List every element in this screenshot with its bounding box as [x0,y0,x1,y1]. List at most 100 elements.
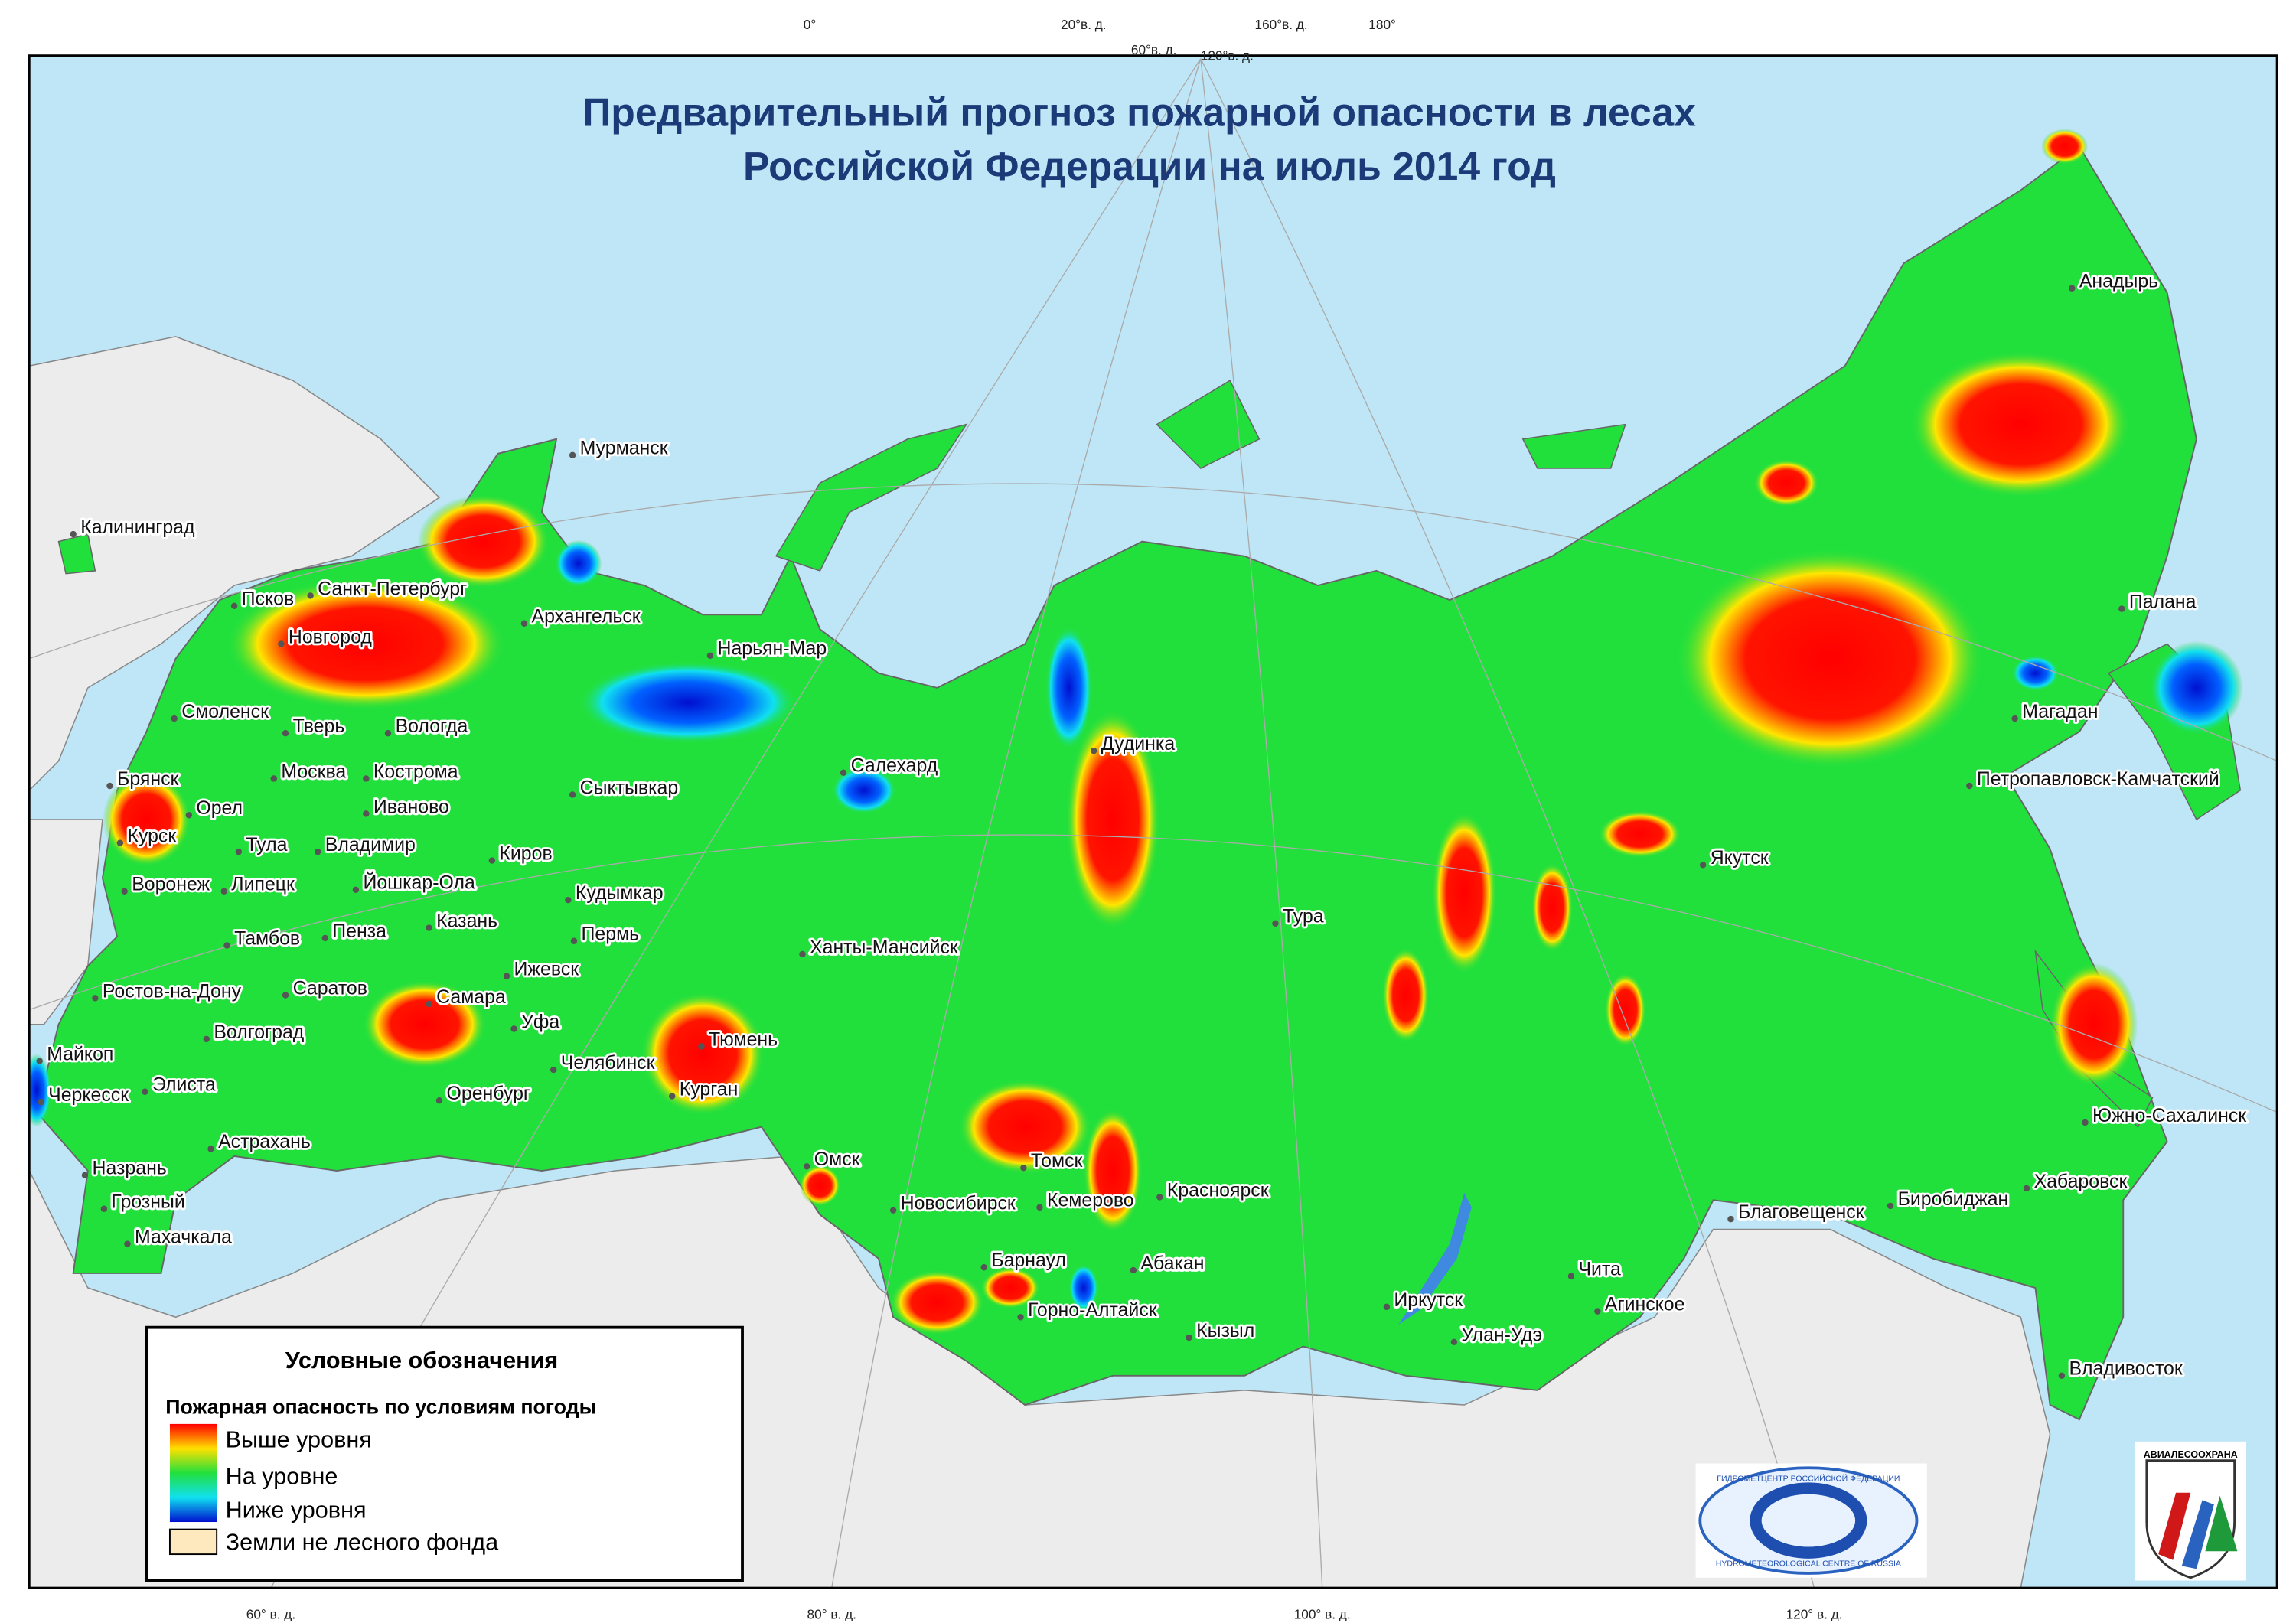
graticule [29,58,2278,1589]
city-label: Махачкала [135,1227,232,1248]
city-dot [363,775,370,782]
map-frame [28,54,2278,1589]
low-danger-area [2011,655,2060,691]
city-label: Ханты-Мансийск [810,937,958,958]
city-label: Черкесск [48,1084,129,1106]
title-line: Предварительный прогноз пожарной опаснос… [582,90,1696,134]
city-dot [92,995,99,1002]
city-dot [1130,1266,1137,1274]
city-dot [1450,1338,1458,1346]
city-dot [278,640,285,647]
city-label: Палана [2129,592,2197,613]
city-label: Оренбург [447,1083,530,1104]
city-label: Майкоп [47,1044,113,1065]
city-dot [570,937,578,944]
city-dot [668,1093,676,1100]
high-danger-area [1065,709,1160,930]
high-danger-area [417,494,550,588]
city-dot [124,1240,131,1247]
city-label: Псков [242,588,295,610]
high-danger-area [227,578,506,710]
city-dot [1966,782,1973,790]
city-dot [384,729,392,737]
city-label: Анадырь [2079,271,2158,292]
city-dot [81,1172,89,1178]
low-danger-area [1045,626,1093,750]
low-danger-area [29,1054,51,1127]
city-label: Смоленск [181,701,269,722]
city-dot [352,886,360,894]
city-dot [980,1264,987,1271]
legend-title: Условные обозначения [285,1348,559,1374]
city-dot [36,1058,43,1064]
city-dot [1887,1202,1894,1210]
city-dot [1383,1303,1391,1311]
city-label: Иваново [373,796,449,817]
high-danger-area [1382,948,1430,1042]
city-dot [550,1066,557,1074]
city-label: Иркутск [1394,1289,1463,1311]
city-label: Воронеж [132,874,210,895]
city-dot [1567,1273,1575,1279]
logo-text: ГИДРОМЕТЦЕНТР РОССИЙСКОЙ ФЕДЕРАЦИИ [1717,1473,1900,1483]
city-dot [510,1025,517,1032]
legend-scale [169,1423,217,1523]
city-label: Орел [196,797,243,819]
fire-danger-areas [29,129,2244,1335]
city-label: Волгоград [214,1022,304,1043]
city-label: Агинское [1605,1294,1685,1315]
city-dot [121,888,128,895]
city-dot [804,1163,810,1170]
map-body [29,55,2278,1589]
city-label: Томск [1031,1150,1083,1172]
city-label: Биробиджан [1898,1188,2009,1210]
logo-ring [1698,1466,1919,1575]
city-label: Владивосток [2069,1358,2182,1380]
high-danger-area [890,1270,984,1335]
city-label: Дудинка [1101,733,1176,754]
city-label: Мурманск [580,438,668,459]
city-dot [270,775,277,782]
city-label: Саратов [293,977,367,999]
city-dot [1020,1164,1027,1172]
meridian [831,58,1202,1589]
graticule-label: 120° в. д. [1786,1606,1843,1621]
city-dot [1156,1194,1163,1201]
city-dot [223,942,230,949]
legend-item: Земли не лесного фонда [226,1529,499,1555]
city-dot [321,934,328,942]
low-danger-area [578,661,798,744]
city-label: Курск [127,826,176,847]
city-label: Благовещенск [1738,1201,1864,1223]
legend-subtitle: Пожарная опасность по условиям погоды [165,1396,596,1419]
city-dot [230,602,238,609]
city-dot [1017,1314,1024,1321]
legend-item: Выше уровня [226,1427,372,1453]
city-dot [1036,1204,1043,1211]
city-dot [235,848,243,855]
city-label: Ижевск [514,959,579,980]
high-danger-area [2041,129,2089,165]
city-label: Хабаровск [2034,1171,2128,1192]
city-label: Челябинск [561,1052,655,1074]
city-dot [314,848,321,855]
city-label: Астрахань [218,1131,311,1152]
parallel [29,483,2278,762]
high-danger-area [1432,812,1497,973]
city-dot [70,530,77,538]
high-danger-area [2050,963,2138,1087]
city-label: Кудымкар [576,882,664,904]
city-dot [185,812,193,819]
graticule-label: 120°в. д. [1201,47,1254,63]
city-dot [106,782,113,790]
city-label: Москва [281,761,346,782]
city-label: Липецк [231,874,295,895]
legend-swatch [168,1528,218,1556]
graticule-label: 160°в. д. [1255,17,1308,32]
city-dot [569,791,576,798]
city-labels: Мурманск Калининград Псков Санкт-Петербург А… [36,269,2249,1382]
city-dot [488,857,496,864]
city-dot [38,1098,44,1106]
city-dot [171,715,178,722]
